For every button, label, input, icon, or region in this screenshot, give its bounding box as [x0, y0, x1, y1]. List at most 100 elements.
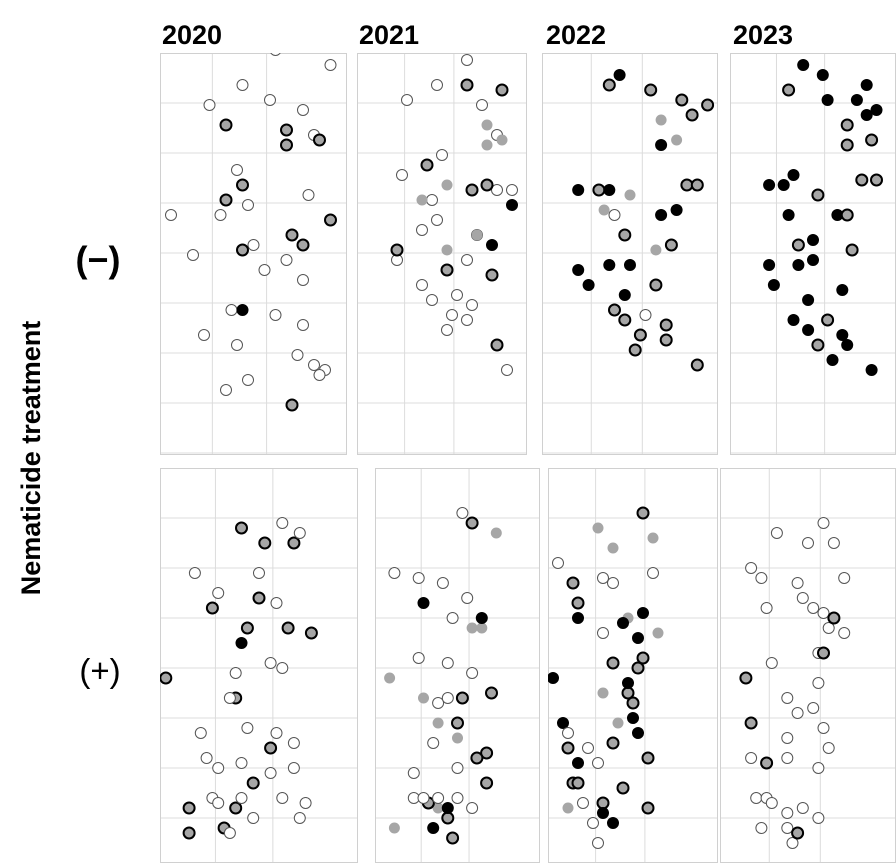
plant-point-gray-outlined	[811, 188, 825, 202]
plant-point-gray-outlined	[465, 516, 479, 530]
plant-point-open	[188, 567, 201, 579]
plant-point-gray	[650, 244, 662, 256]
plant-point-black	[836, 329, 849, 341]
plant-point-gray-outlined	[636, 506, 650, 520]
plant-point-gray-outlined	[631, 661, 645, 675]
plant-point-open	[324, 59, 337, 71]
plant-point-black	[506, 199, 518, 211]
plant-point-open	[639, 309, 652, 321]
plant-point-black	[807, 254, 819, 266]
plant-point-open	[276, 662, 289, 674]
plant-point-open	[291, 349, 304, 361]
plant-point-open	[812, 677, 825, 689]
plant-point-gray	[471, 229, 483, 241]
plant-point-gray-outlined	[446, 831, 460, 845]
plant-point-open	[297, 274, 309, 286]
plant-point-gray-outlined	[246, 776, 260, 790]
plant-point-gray	[418, 692, 429, 704]
plant-point-gray-outlined	[744, 716, 758, 730]
plant-point-open	[231, 164, 243, 176]
plant-point-black	[632, 632, 644, 644]
plant-point-open	[229, 667, 242, 679]
plant-point-black	[613, 69, 626, 81]
plant-point-gray-outlined	[287, 536, 301, 550]
plant-point-open	[280, 254, 293, 266]
plot-panel	[160, 468, 358, 863]
plant-point-black	[787, 169, 800, 181]
plant-point-black	[617, 617, 629, 629]
plant-point-gray-outlined	[664, 238, 678, 252]
year-label-2020: 2020	[162, 20, 222, 50]
plant-point-open	[781, 752, 794, 764]
plant-point-open	[745, 562, 758, 574]
plant-point-gray-outlined	[460, 78, 474, 92]
plant-point-open	[212, 797, 225, 809]
plant-point-open	[451, 792, 464, 804]
panel-frame	[720, 468, 896, 863]
plant-point-open	[165, 209, 177, 221]
plant-point-black	[807, 234, 819, 246]
plant-point-black	[637, 607, 649, 619]
plant-point-open	[426, 294, 438, 306]
plant-point-black	[860, 109, 873, 121]
plant-point-open	[461, 314, 473, 326]
plant-point-black	[622, 677, 634, 689]
y-axis-label: Nematicide treatment	[16, 321, 46, 596]
plot-panel	[720, 468, 896, 863]
plant-point-gray-outlined	[236, 243, 249, 257]
plot-panel	[160, 53, 347, 455]
plant-point-gray-outlined	[490, 338, 504, 352]
plant-point-open	[750, 792, 763, 804]
plant-point-gray-outlined	[592, 183, 606, 197]
plant-point-black	[816, 69, 829, 81]
plant-point-open	[302, 189, 315, 201]
plant-point-open	[760, 602, 773, 614]
plant-point-gray-outlined	[626, 696, 640, 710]
plant-point-open	[597, 572, 609, 584]
plant-point-open	[647, 567, 659, 579]
plant-point-open	[416, 279, 428, 291]
plot-panel	[542, 53, 718, 455]
plant-point-open	[253, 567, 265, 579]
plant-point-gray-outlined	[618, 313, 632, 327]
plant-point-open	[796, 802, 809, 814]
plant-point-gray-outlined	[791, 238, 805, 252]
plant-point-open	[242, 374, 254, 386]
plant-point-open	[765, 657, 778, 669]
plant-point-open	[270, 53, 281, 56]
plant-point-open	[427, 737, 440, 749]
plot-panel	[730, 53, 896, 455]
plant-point-black	[670, 204, 683, 216]
plant-point-open	[506, 184, 518, 196]
plant-point-open	[297, 319, 309, 331]
plant-point-open	[451, 289, 463, 301]
plant-point-gray-outlined	[782, 83, 796, 97]
plant-point-gray-outlined	[608, 303, 621, 317]
plant-point-open	[466, 802, 479, 814]
plant-point-open	[293, 527, 306, 539]
plant-point-gray-outlined	[845, 243, 859, 257]
plant-point-open	[247, 812, 260, 824]
plant-point-black	[618, 289, 631, 301]
plant-point-gray-outlined	[811, 338, 825, 352]
plant-point-gray	[598, 204, 610, 216]
plant-point-open	[781, 732, 794, 744]
plant-point-gray-outlined	[470, 751, 484, 765]
plant-point-open	[299, 797, 312, 809]
plant-point-gray-outlined	[680, 178, 694, 192]
plant-point-open	[592, 757, 604, 769]
plant-point-black	[763, 259, 776, 271]
plant-point-gray	[496, 134, 508, 146]
plant-point-open	[812, 762, 825, 774]
plant-point-gray	[432, 717, 444, 729]
plant-point-gray	[466, 622, 478, 634]
plant-point-gray-outlined	[258, 536, 272, 550]
plant-point-gray-outlined	[390, 243, 404, 257]
plant-point-black	[624, 259, 636, 271]
plant-point-gray-outlined	[566, 576, 580, 590]
plant-point-gray-outlined	[840, 138, 854, 152]
plant-point-gray-outlined	[571, 596, 585, 610]
plant-point-black	[632, 727, 644, 739]
row-label-plus: (+)	[79, 652, 120, 689]
plant-point-black	[763, 179, 776, 191]
